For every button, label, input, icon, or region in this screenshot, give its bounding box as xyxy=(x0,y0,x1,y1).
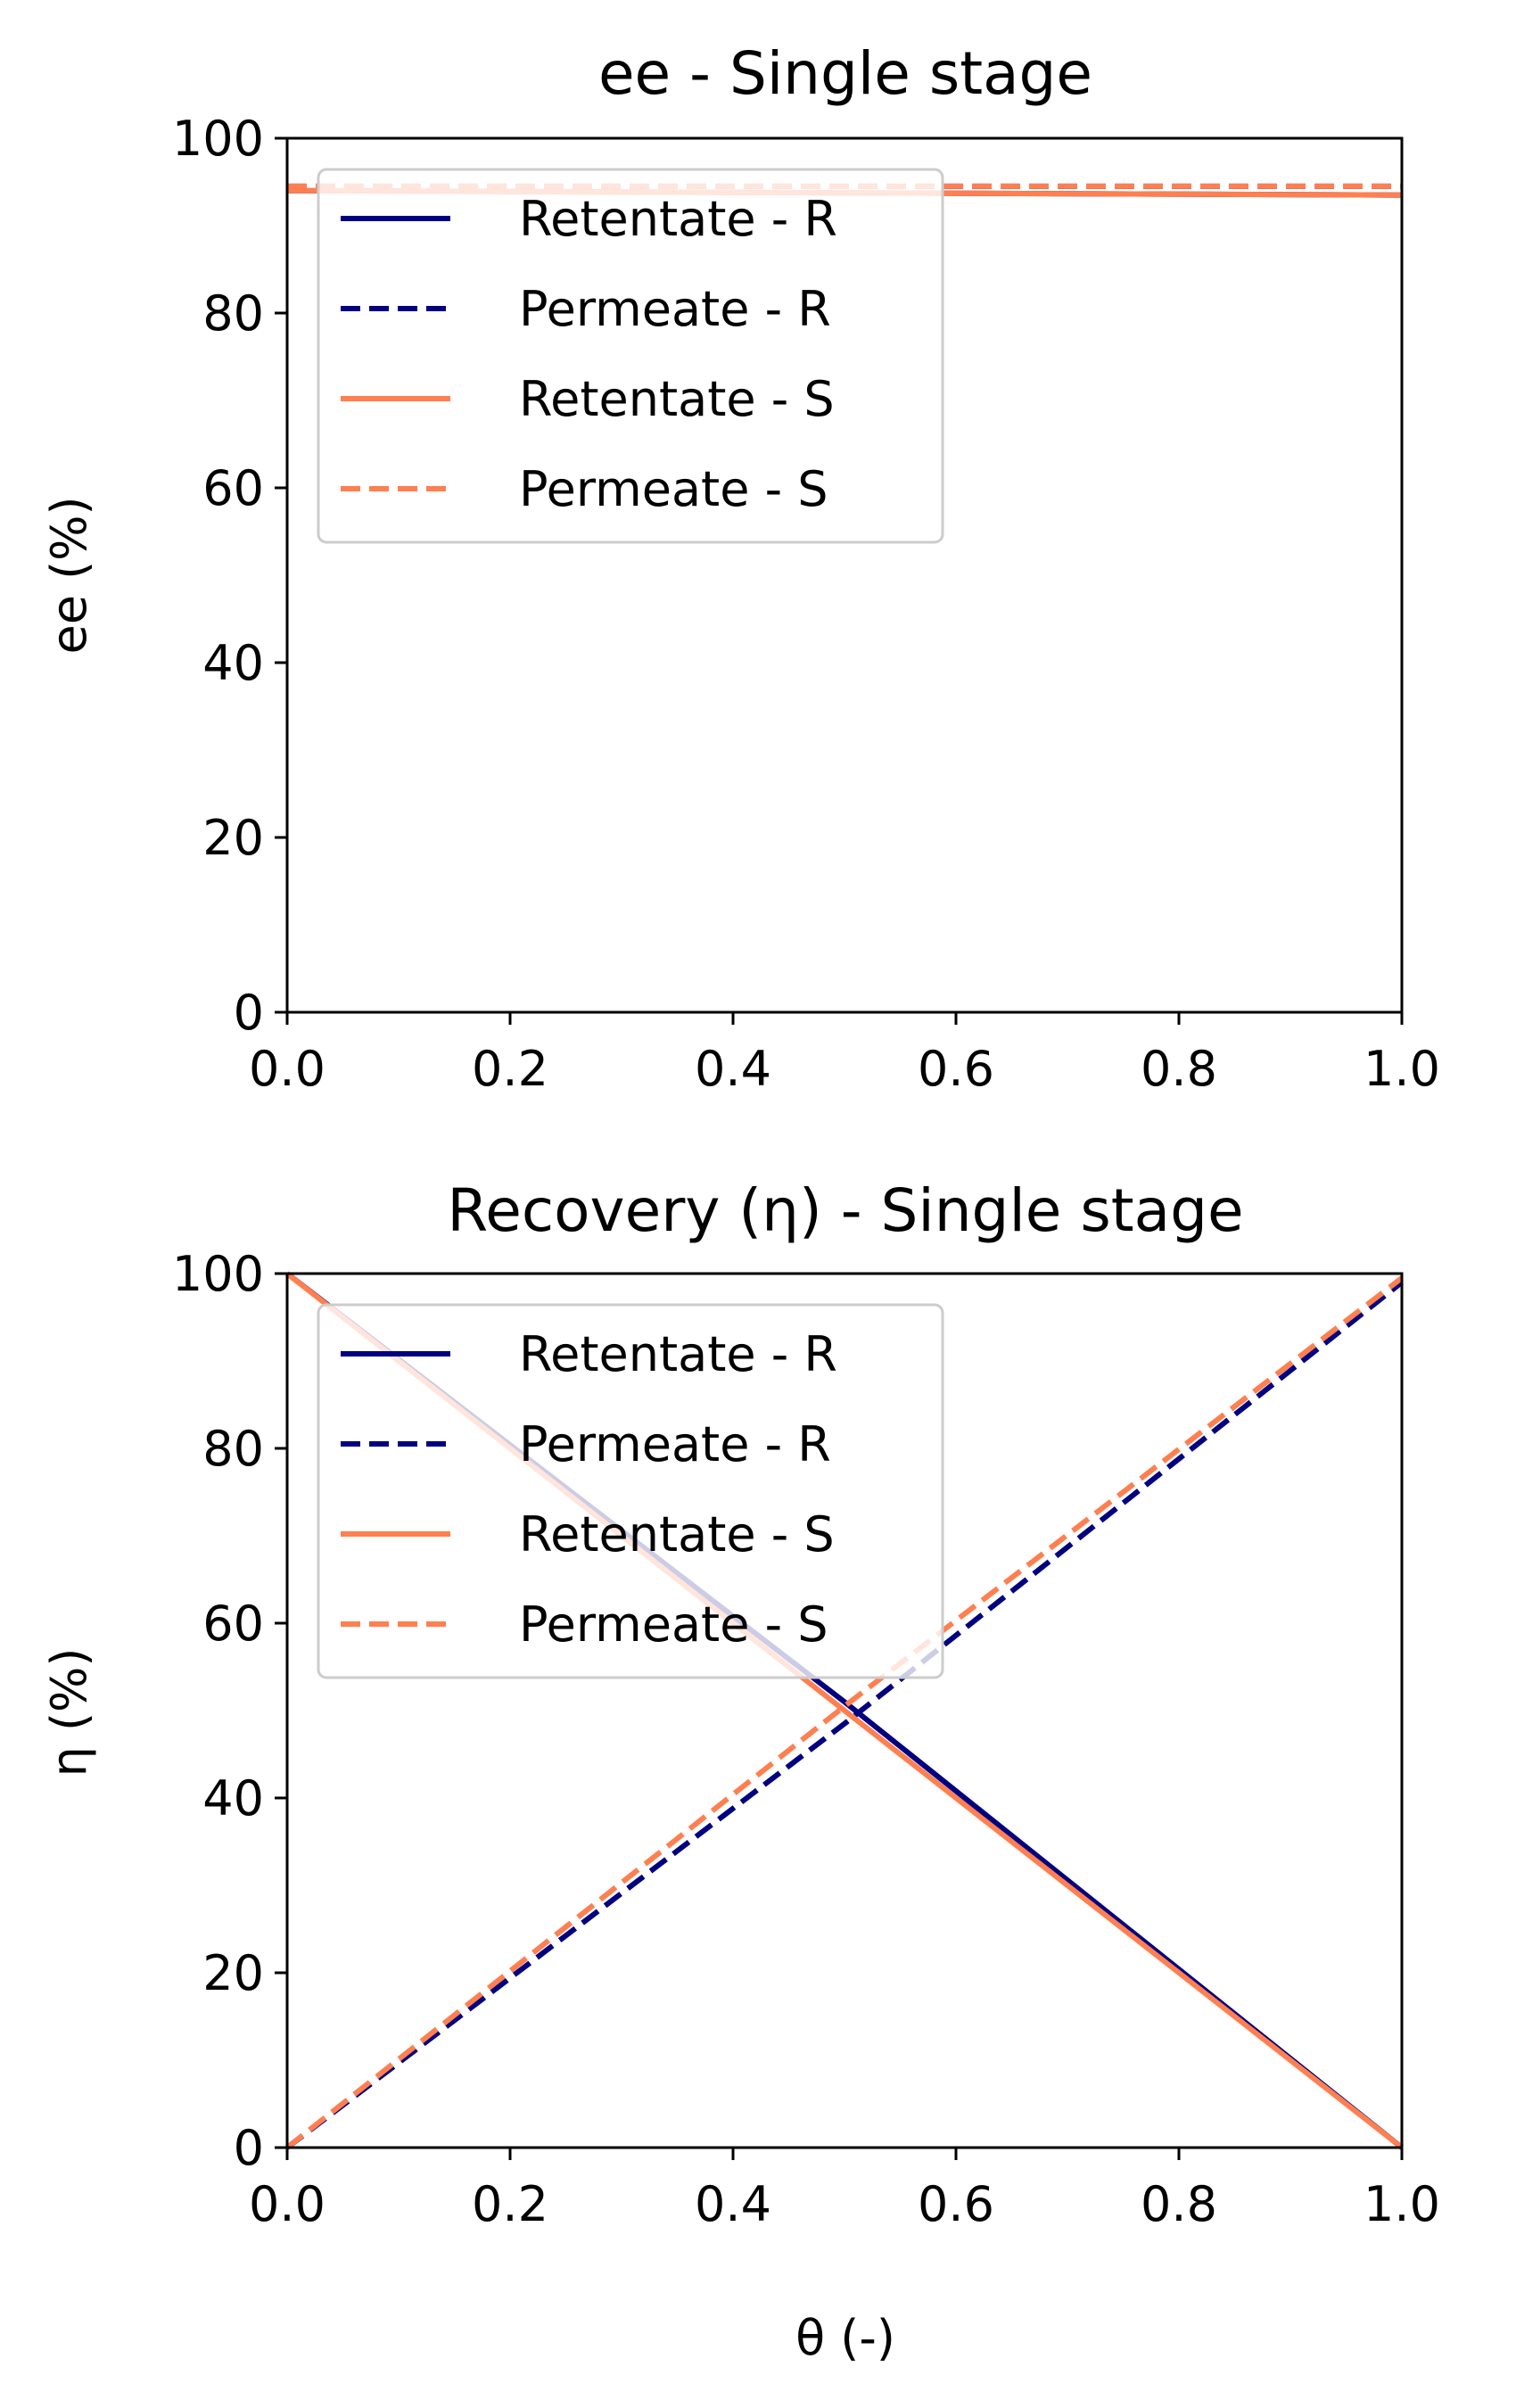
legend-label: Retentate - S xyxy=(519,1506,835,1563)
series-line-4 xyxy=(285,1275,1404,2150)
y-tick-label: 40 xyxy=(202,1770,264,1827)
y-tick-label: 60 xyxy=(202,1596,264,1652)
x-tick-label: 0.4 xyxy=(695,2176,771,2232)
chart-title: ee - Single stage xyxy=(598,39,1092,108)
y-tick-label: 80 xyxy=(202,1421,264,1477)
legend-label: Permeate - S xyxy=(519,461,828,517)
x-axis-label: θ (-) xyxy=(795,2310,895,2366)
x-tick-label: 0.4 xyxy=(695,1041,771,1097)
ee-chart: ee - Single stage ee (%) 0.0 0.2 0.4 0.6 0.8… xyxy=(41,39,1440,1097)
plot-area: 0.0 0.2 0.4 0.6 0.8 1.0 0 20 40 60 80 100 Retentate … xyxy=(172,111,1440,1097)
x-tick-label: 0.6 xyxy=(918,1041,994,1097)
y-tick-label: 100 xyxy=(172,1246,264,1302)
x-tick-label: 0.8 xyxy=(1141,2176,1217,2232)
x-tick-label: 1.0 xyxy=(1364,1041,1440,1097)
x-tick-label: 0.0 xyxy=(249,2176,325,2232)
x-tick-label: 0.2 xyxy=(472,2176,548,2232)
x-tick-label: 0.2 xyxy=(472,1041,548,1097)
legend-label: Retentate - R xyxy=(519,1326,837,1382)
x-tick-label: 0.6 xyxy=(918,2176,994,2232)
axes-frame xyxy=(285,136,1404,1014)
y-tick-label: 0 xyxy=(234,2120,264,2176)
x-tick-label: 0.8 xyxy=(1141,1041,1217,1097)
y-tick-label: 20 xyxy=(202,1945,264,2001)
x-tick-label: 1.0 xyxy=(1364,2176,1440,2232)
y-tick-label: 80 xyxy=(202,285,264,342)
series-line-2 xyxy=(285,1280,1404,2150)
recovery-chart: Recovery (η) - Single stage η (%) θ (-) … xyxy=(41,1176,1440,2366)
legend-label: Permeate - S xyxy=(519,1596,828,1653)
legend-label: Permeate - R xyxy=(519,1416,831,1472)
y-axis-label: η (%) xyxy=(41,1648,97,1777)
y-tick-label: 60 xyxy=(202,460,264,516)
axes-frame xyxy=(285,1272,1404,2149)
x-tick-label: 0.0 xyxy=(249,1041,325,1097)
legend-label: Permeate - R xyxy=(519,281,831,337)
y-tick-label: 40 xyxy=(202,635,264,691)
y-tick-label: 100 xyxy=(172,111,264,167)
y-tick-label: 0 xyxy=(234,985,264,1041)
y-axis-label: ee (%) xyxy=(41,496,97,654)
chart-title: Recovery (η) - Single stage xyxy=(447,1176,1243,1245)
legend: Retentate - R Permeate - R Retentate - S Pe… xyxy=(317,1303,944,1679)
legend-box xyxy=(317,168,944,544)
y-tick-label: 20 xyxy=(202,810,264,866)
legend-box xyxy=(317,1303,944,1679)
legend: Retentate - R Permeate - R Retentate - S Pe… xyxy=(317,168,944,544)
legend-label: Retentate - S xyxy=(519,371,835,427)
plot-area: 0.0 0.2 0.4 0.6 0.8 1.0 0 20 40 60 80 100 Retentate … xyxy=(172,1246,1440,2232)
legend-label: Retentate - R xyxy=(519,191,837,247)
